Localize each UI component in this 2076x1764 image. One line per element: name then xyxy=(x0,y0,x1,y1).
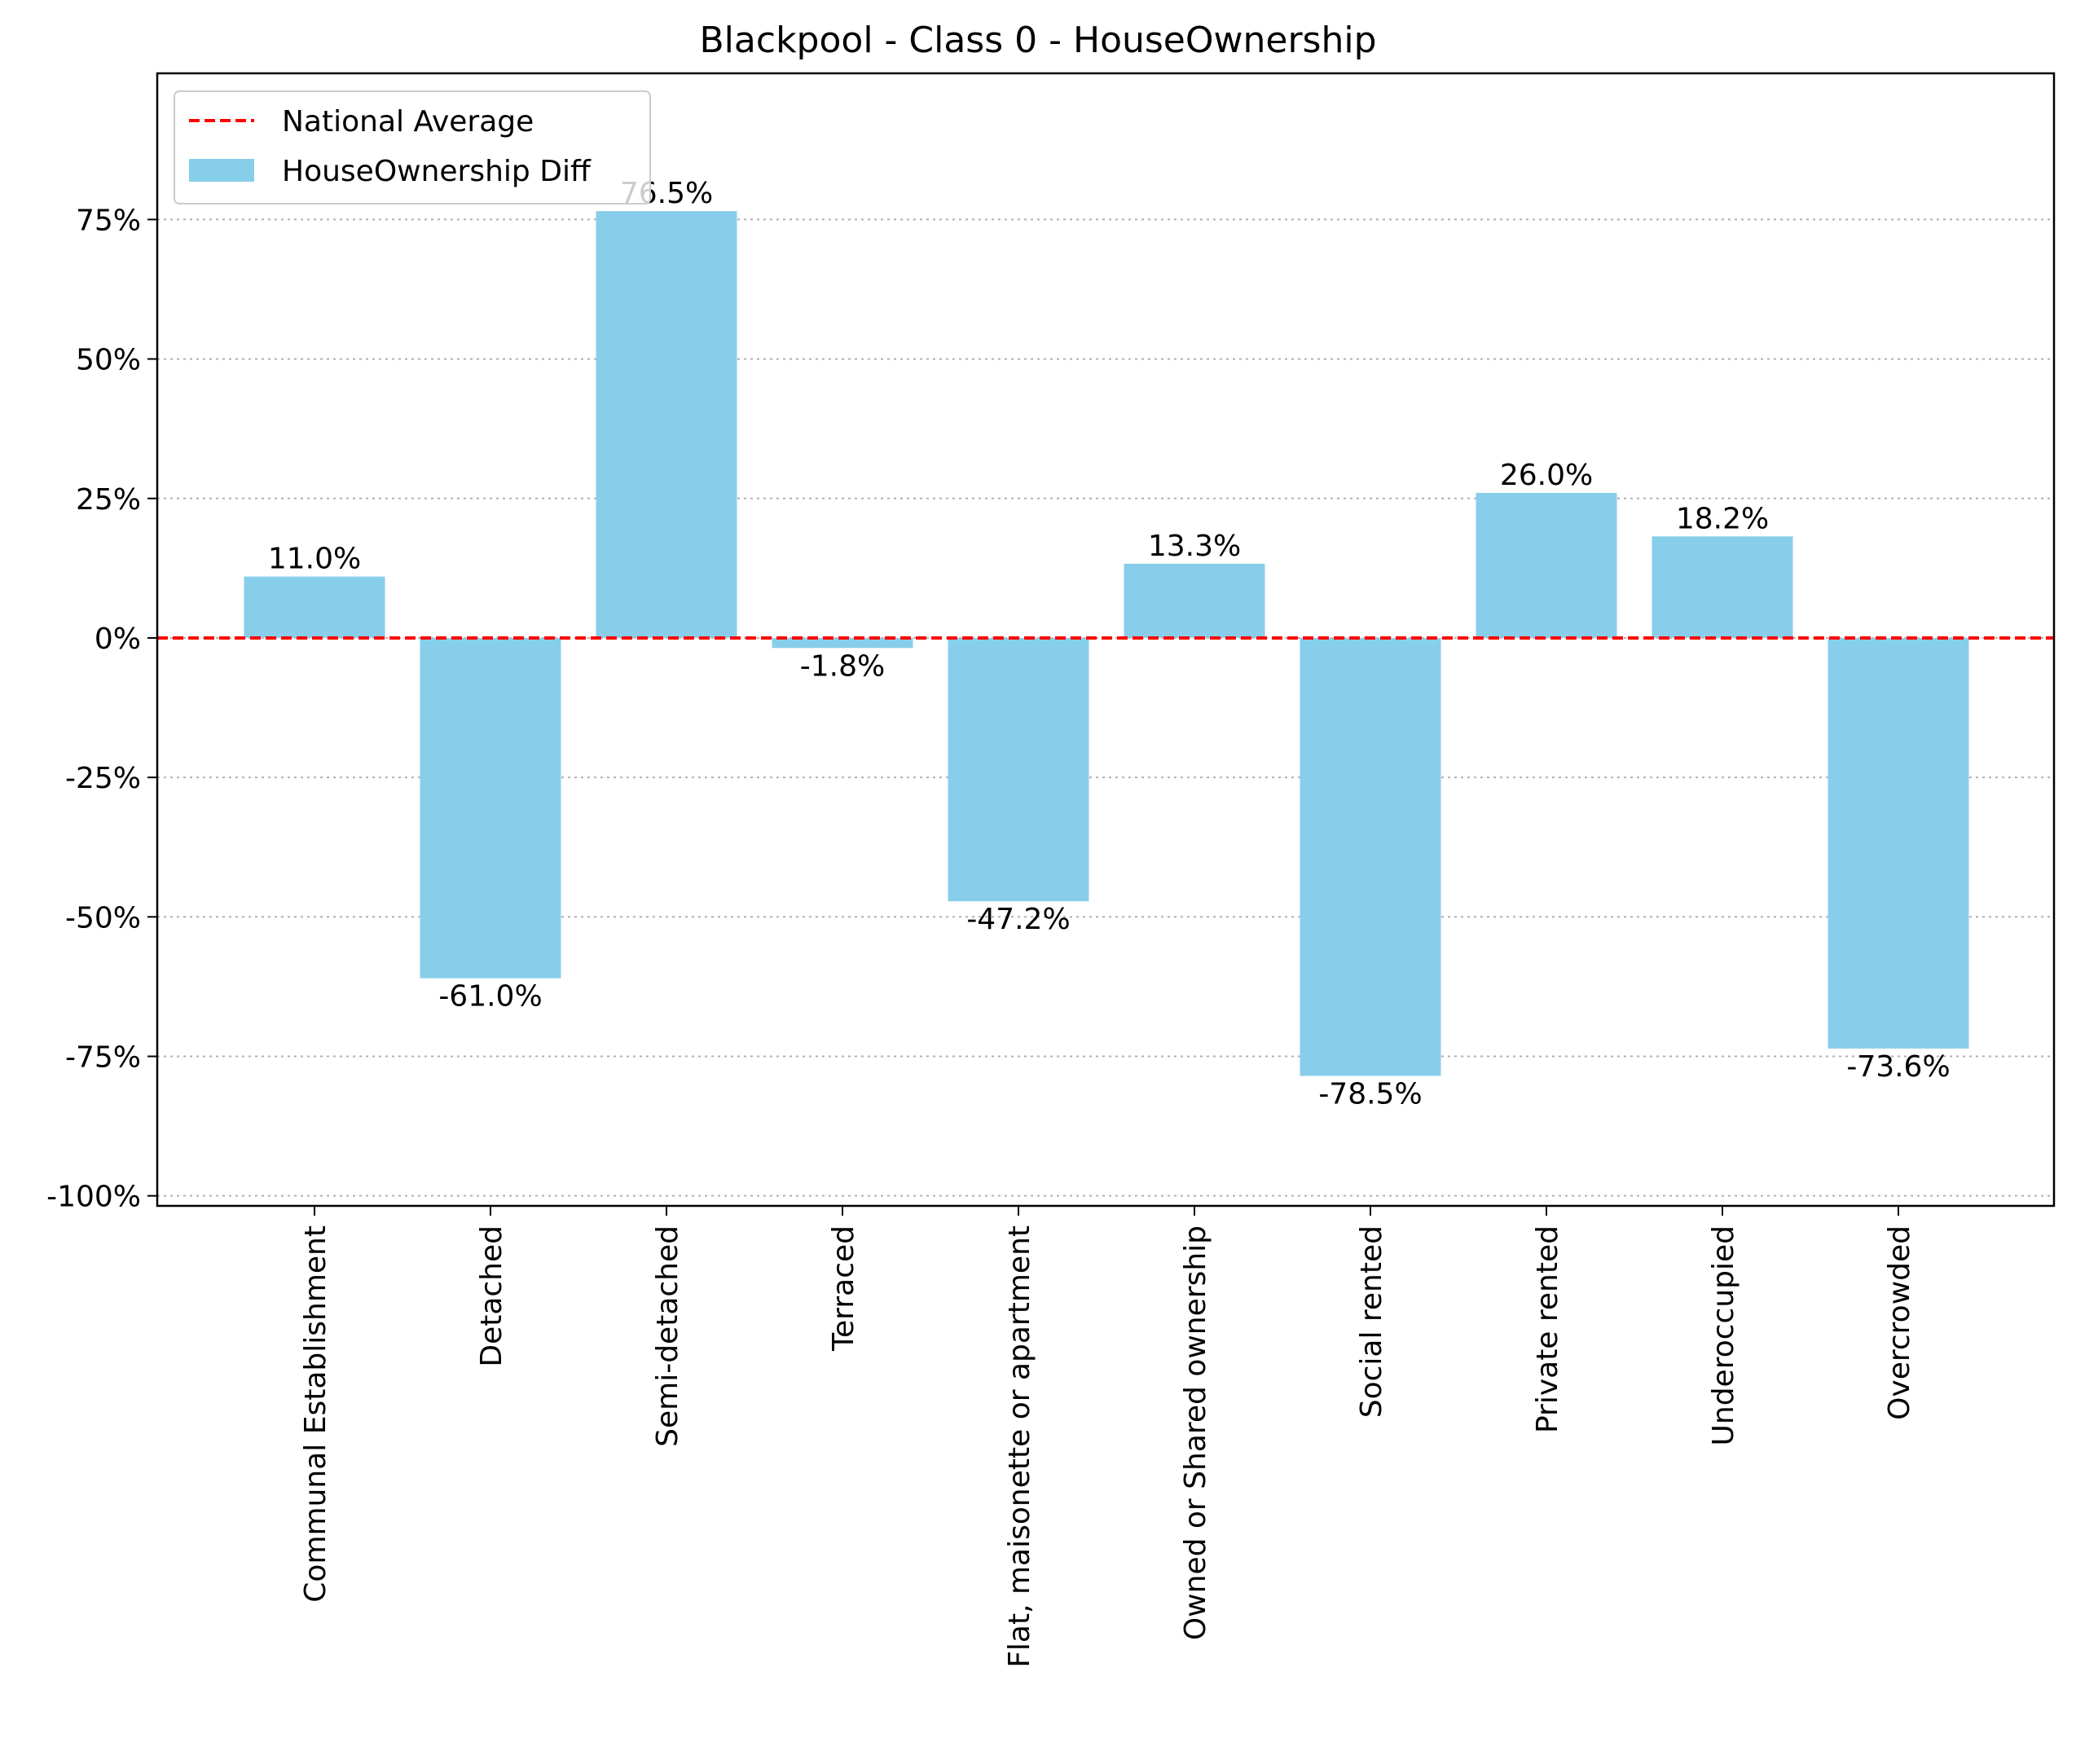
data-label: -61.0% xyxy=(438,980,542,1014)
legend: National Average HouseOwnership Diff xyxy=(174,90,651,205)
x-tick-label: Communal Establishment xyxy=(299,1225,332,1603)
data-label: -1.8% xyxy=(800,649,885,683)
data-label: 26.0% xyxy=(1500,459,1593,492)
y-tick-label: -75% xyxy=(65,1040,141,1074)
y-axis: 75% 50% 25% 0% -25% -50% -75% -100% xyxy=(46,204,157,1214)
bar xyxy=(1124,563,1265,638)
x-axis: Communal Establishment Detached Semi-detac… xyxy=(299,1206,1916,1668)
data-label: 11.0% xyxy=(268,543,361,576)
x-tick-label: Flat, maisonette or apartment xyxy=(1003,1225,1036,1668)
data-label: -78.5% xyxy=(1318,1077,1422,1111)
data-label: -47.2% xyxy=(966,903,1070,936)
legend-label-houseownership-diff: HouseOwnership Diff xyxy=(282,155,592,188)
bar xyxy=(1827,637,1969,1049)
y-tick-label: -50% xyxy=(65,901,141,935)
y-tick-label: -100% xyxy=(46,1181,141,1214)
x-tick-label: Owned or Shared ownership xyxy=(1179,1225,1212,1640)
plot-frame xyxy=(156,72,2056,1208)
legend-box xyxy=(174,90,651,205)
x-tick-label: Detached xyxy=(475,1225,508,1367)
y-tick-label: 50% xyxy=(76,344,141,377)
bar xyxy=(1476,492,1617,638)
x-tick-label: Underoccupied xyxy=(1707,1225,1740,1445)
legend-swatch-houseownership-diff xyxy=(189,159,254,182)
bar xyxy=(1652,536,1793,638)
x-tick-label: Semi-detached xyxy=(651,1225,684,1447)
y-tick-label: 0% xyxy=(95,622,141,656)
chart-title: Blackpool - Class 0 - HouseOwnership xyxy=(700,20,1377,61)
x-tick-label: Private rented xyxy=(1531,1225,1564,1433)
data-labels: 11.0%-61.0%76.5%-1.8%-47.2%13.3%-78.5%26… xyxy=(268,177,1951,1111)
x-tick-label: Social rented xyxy=(1355,1225,1388,1418)
data-label: -73.6% xyxy=(1846,1050,1950,1084)
bar xyxy=(1300,637,1441,1076)
x-tick-label: Overcrowded xyxy=(1883,1225,1916,1420)
data-label: 13.3% xyxy=(1148,530,1241,563)
bar xyxy=(420,637,561,979)
bar xyxy=(948,637,1089,902)
x-tick-label: Terraced xyxy=(827,1225,860,1352)
y-tick-label: -25% xyxy=(65,762,141,795)
y-tick-label: 75% xyxy=(76,204,141,237)
bar xyxy=(596,211,737,638)
data-label: 18.2% xyxy=(1676,502,1769,535)
y-tick-label: 25% xyxy=(76,483,141,517)
legend-label-national-average: National Average xyxy=(282,105,534,139)
bar xyxy=(772,637,913,649)
bars xyxy=(244,211,1969,1076)
bar xyxy=(244,576,385,638)
